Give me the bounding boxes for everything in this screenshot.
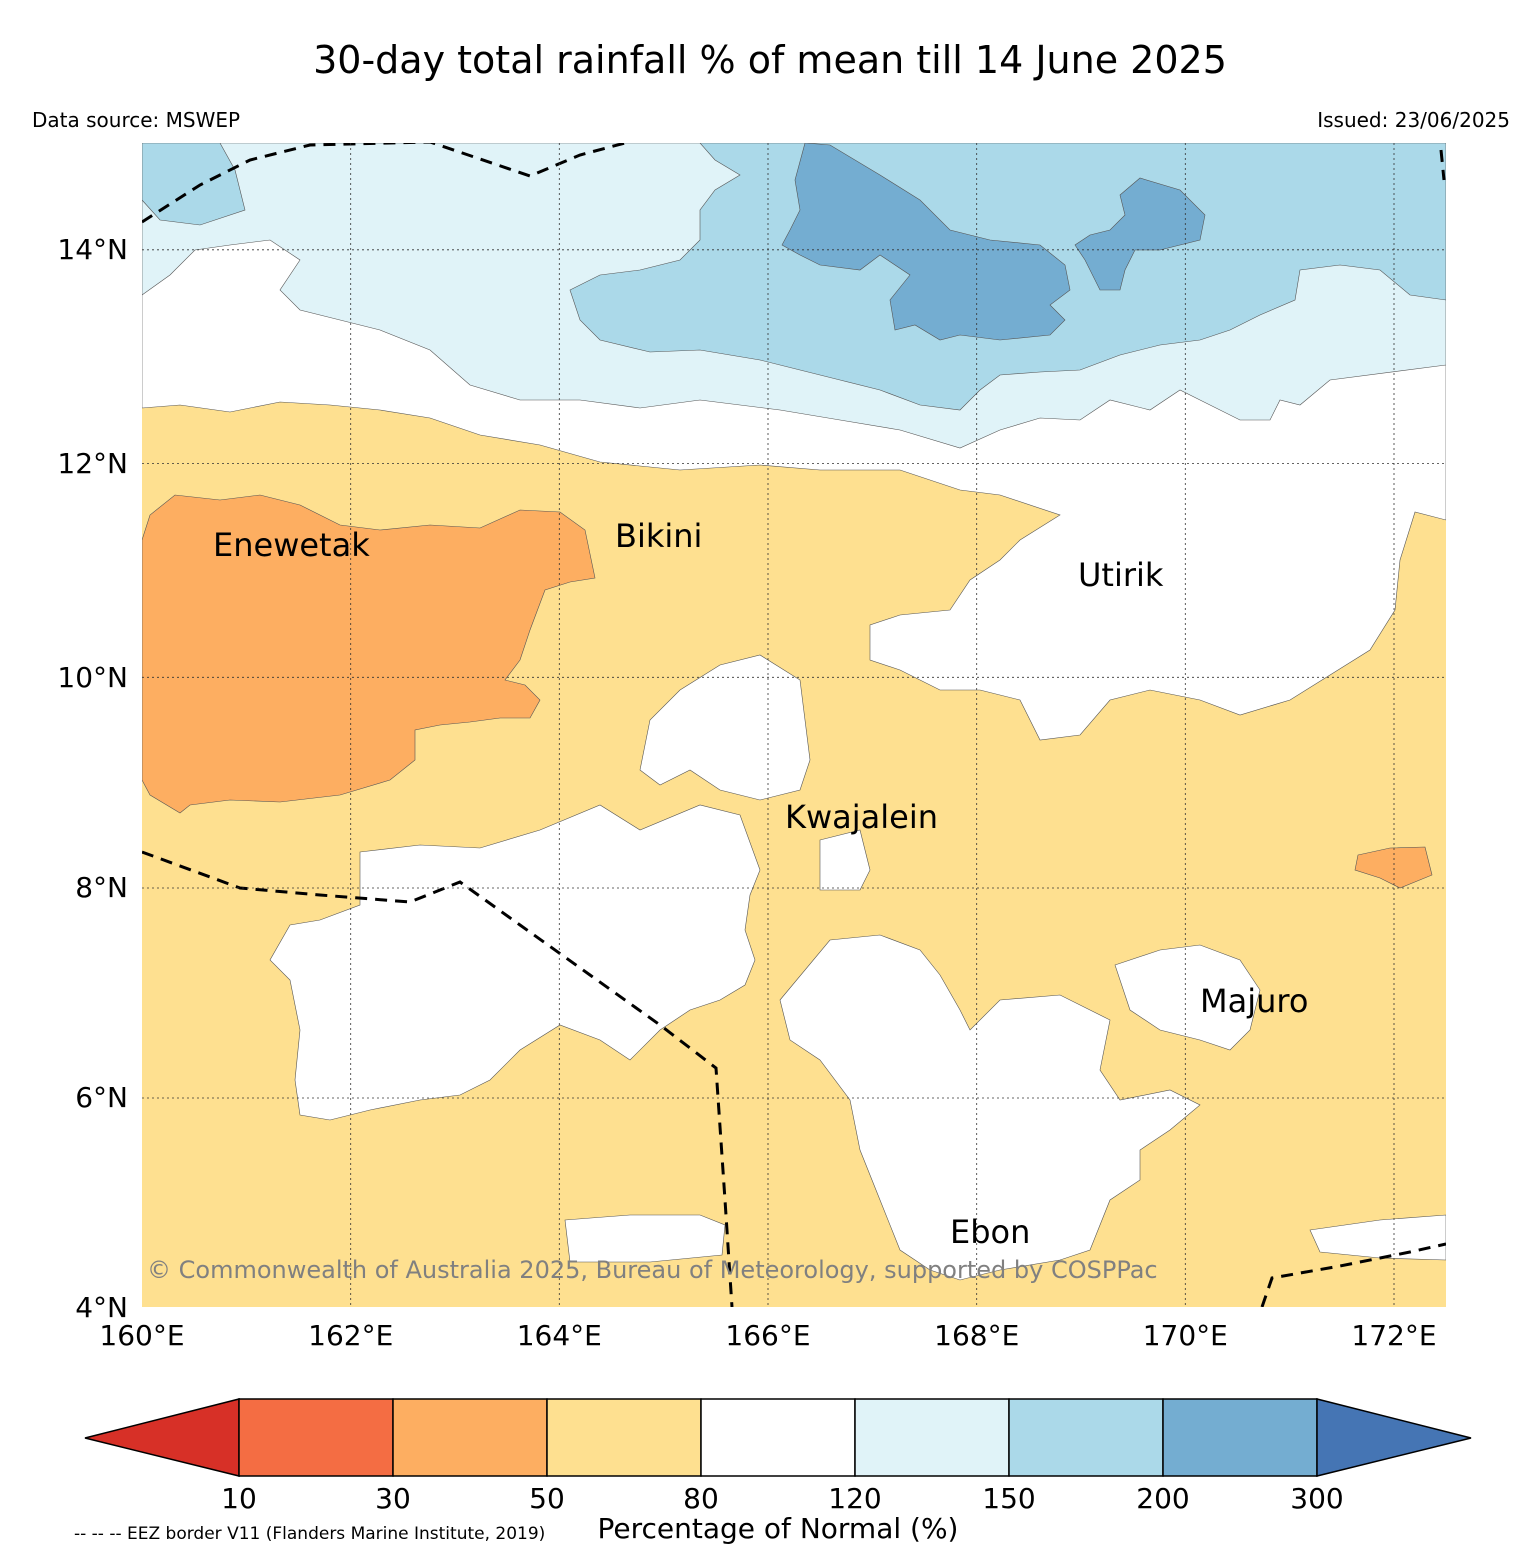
lon-label: 168°E: [934, 1319, 1019, 1352]
place-label-enewetak: Enewetak: [213, 526, 370, 564]
latitude-labels: 14°N 12°N 10°N 8°N 6°N 4°N: [57, 233, 128, 1324]
colorbar-bin-150-200: [1008, 1398, 1164, 1477]
lat-label: 8°N: [75, 871, 128, 904]
lat-label: 4°N: [75, 1291, 128, 1324]
colorbar-bin-120-150: [854, 1398, 1010, 1477]
lon-label: 166°E: [725, 1319, 810, 1352]
place-label-ebon: Ebon: [950, 1213, 1030, 1251]
colorbar-tick: 10: [221, 1482, 257, 1515]
gridlines: [142, 143, 1446, 1307]
colorbar-tick: 150: [982, 1482, 1035, 1515]
zone-150-200: [142, 143, 1446, 411]
copyright-text: © Commonwealth of Australia 2025, Bureau…: [147, 1256, 1158, 1284]
place-label-kwajalein: Kwajalein: [785, 798, 938, 836]
colorbar-under-arrow: [84, 1398, 240, 1477]
lat-label: 12°N: [57, 447, 128, 480]
colorbar-tick: 300: [1290, 1482, 1343, 1515]
colorbar-tick: 200: [1136, 1482, 1189, 1515]
lon-label: 160°E: [99, 1319, 184, 1352]
colorbar-bin-10-30: [238, 1398, 394, 1477]
eez-borders: [142, 143, 1446, 1307]
map-title: 30-day total rainfall % of mean till 14 …: [313, 38, 1227, 82]
place-label-bikini: Bikini: [615, 517, 702, 555]
lat-label: 14°N: [57, 233, 128, 266]
colorbar-tick: 50: [529, 1482, 565, 1515]
colorbar-bin-50-80: [546, 1398, 702, 1477]
lon-label: 164°E: [517, 1319, 602, 1352]
colorbar-bin-30-50: [392, 1398, 548, 1477]
lon-label: 172°E: [1351, 1319, 1436, 1352]
colorbar-tick: 80: [683, 1482, 719, 1515]
colorbar-bin-80-120: [700, 1398, 856, 1477]
issued-date-label: Issued: 23/06/2025: [1317, 108, 1510, 132]
colorbar: [84, 1398, 1472, 1477]
eez-legend-note: -- -- -- EEZ border V11 (Flanders Marine…: [74, 1524, 546, 1544]
place-label-utirik: Utirik: [1078, 556, 1164, 594]
zone-30-50: [142, 494, 1433, 889]
place-label-majuro: Majuro: [1200, 982, 1308, 1020]
rainfall-field: [142, 143, 1446, 1307]
data-source-label: Data source: MSWEP: [32, 108, 241, 132]
lat-label: 10°N: [57, 661, 128, 694]
colorbar-tick: 120: [828, 1482, 881, 1515]
zone-80-120-central: [269, 654, 1446, 1281]
colorbar-bin-200-300: [1162, 1398, 1318, 1477]
colorbar-tick: 30: [375, 1482, 411, 1515]
zone-200-300: [781, 143, 1206, 341]
lat-label: 6°N: [75, 1081, 128, 1114]
place-labels: Enewetak Bikini Utirik Kwajalein Majuro …: [213, 517, 1308, 1251]
colorbar-over-arrow: [1316, 1398, 1472, 1477]
colorbar-ticks: 10 30 50 80 120 150 200 300: [221, 1482, 1344, 1515]
colorbar-label: Percentage of Normal (%): [598, 1512, 959, 1545]
longitude-labels: 160°E 162°E 164°E 166°E 168°E 170°E 172°…: [99, 1319, 1436, 1352]
lon-label: 162°E: [308, 1319, 393, 1352]
lon-label: 170°E: [1143, 1319, 1228, 1352]
